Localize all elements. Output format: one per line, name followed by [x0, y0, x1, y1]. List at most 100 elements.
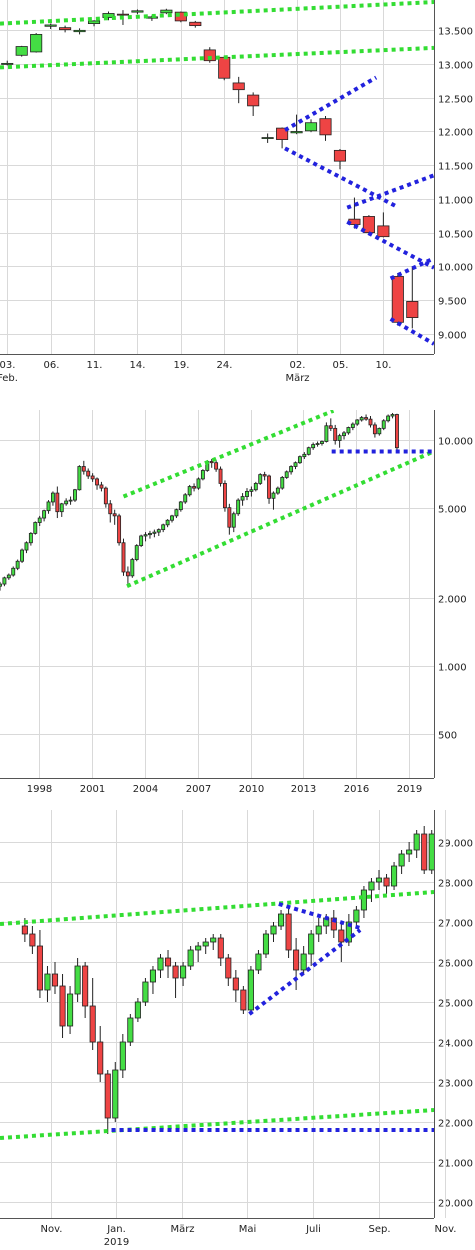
trendline-blue — [248, 928, 362, 1016]
candle-up — [308, 933, 315, 955]
candle-up — [302, 453, 307, 458]
candle-up — [240, 496, 245, 501]
x-tick-label: Mai — [239, 1224, 257, 1235]
candle-down — [319, 118, 332, 136]
candle-down — [247, 94, 260, 107]
candle-up — [160, 9, 173, 14]
candle-up — [381, 420, 386, 429]
candle-up — [262, 933, 270, 955]
candle-up — [20, 549, 24, 562]
candle-up — [368, 881, 375, 891]
candle-down — [29, 933, 36, 947]
candle-up — [293, 462, 298, 467]
trendline-green — [122, 410, 335, 499]
y-tick-label: 11.500 — [438, 162, 473, 173]
candle-down — [103, 487, 108, 505]
candle-down — [267, 475, 271, 499]
y-tick-label: 9.500 — [438, 297, 467, 308]
candle-up — [428, 833, 434, 871]
candle-up — [311, 444, 316, 449]
candle-up — [249, 489, 254, 492]
y-tick-label: 27.000 — [438, 919, 473, 930]
x-tick-label: 03. — [0, 360, 15, 371]
candle-up — [24, 542, 29, 551]
candle-up — [375, 877, 383, 883]
candle-up — [210, 937, 217, 943]
candle-up — [73, 489, 77, 501]
candle-up — [346, 427, 351, 434]
candle-up — [149, 969, 156, 983]
candle-up — [398, 853, 405, 867]
candle-down — [172, 965, 179, 979]
candle-up — [187, 486, 192, 496]
plot-area — [0, 410, 434, 778]
candle-up — [452, 970, 457, 982]
y-tick-label: 20.000 — [438, 1199, 473, 1210]
x-tick-label: 2016 — [344, 784, 369, 795]
y-tick-label: 23.000 — [438, 1079, 473, 1090]
candle-up — [359, 417, 364, 421]
candle-up — [200, 470, 205, 480]
candle-up — [386, 415, 391, 422]
candle-up — [275, 487, 280, 494]
y-tick-label: 13.500 — [438, 27, 473, 38]
candle-up — [165, 519, 170, 526]
candle-up — [44, 973, 51, 991]
x-tick-label: 2019 — [397, 784, 422, 795]
candle-down — [285, 913, 292, 951]
candle-down — [217, 937, 224, 959]
x-tick-label: 2007 — [186, 784, 211, 795]
x-tick-label: 05. — [333, 360, 349, 371]
daily-candlestick-chart: 20.000 21.000 22.000 23.000 24.000 25.000 26.0… — [0, 810, 473, 1248]
candle-up — [261, 137, 274, 139]
candle-up — [391, 865, 398, 887]
trendline-blue — [278, 902, 361, 930]
candle-up — [157, 957, 164, 971]
candle-up — [297, 456, 302, 464]
candle-up — [2, 577, 7, 585]
candle-up — [142, 981, 149, 1003]
candle-down — [293, 949, 300, 971]
candle-up — [67, 993, 74, 1027]
candle-up — [278, 913, 285, 927]
candle-up — [231, 513, 236, 528]
candle-up — [0, 583, 2, 587]
candle-down — [262, 474, 267, 477]
candle-up — [315, 443, 320, 445]
candle-down — [116, 13, 130, 16]
candle-down — [333, 427, 338, 441]
candle-down — [21, 925, 28, 935]
candle-up — [11, 567, 16, 576]
candle-up — [342, 432, 346, 437]
candle-up — [289, 466, 294, 473]
candle-down — [95, 478, 99, 486]
candles-group — [0, 0, 434, 346]
candle-up — [152, 531, 157, 534]
candle-up — [345, 921, 352, 943]
y-tick-label: 25.000 — [438, 999, 473, 1010]
candle-up — [350, 423, 355, 428]
x-tick-label: 10. — [376, 360, 392, 371]
candle-up — [195, 945, 202, 951]
candle-down — [406, 301, 419, 318]
y-tick-label: 1.000 — [438, 663, 467, 674]
y-tick-label: 21.000 — [438, 1159, 473, 1170]
y-tick-label: 500 — [438, 731, 457, 742]
candle-up — [306, 447, 311, 455]
candle-down — [97, 1041, 104, 1075]
candle-up — [180, 965, 187, 979]
x-tick-label: Nov. — [435, 1224, 457, 1235]
candle-up — [131, 10, 144, 13]
candle-down — [225, 957, 232, 979]
y-tick-label: 22.000 — [438, 1119, 473, 1130]
candle-down — [232, 82, 245, 91]
candle-down — [89, 1005, 96, 1043]
candle-down — [104, 1073, 111, 1119]
candle-down — [227, 507, 232, 528]
x-tick-label: 02. — [290, 360, 306, 371]
candle-up — [15, 46, 28, 56]
candle-up — [245, 490, 249, 497]
candle-down — [421, 833, 428, 871]
candle-up — [178, 501, 183, 511]
y-tick-label: 5.000 — [438, 505, 467, 516]
